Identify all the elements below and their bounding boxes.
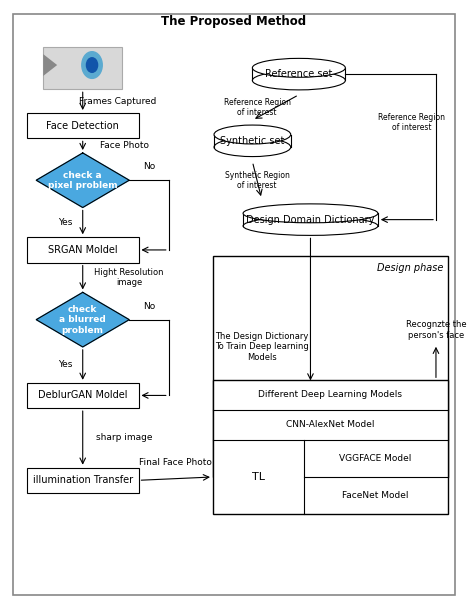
- Text: VGGFACE Model: VGGFACE Model: [339, 454, 412, 463]
- Ellipse shape: [252, 71, 346, 90]
- Ellipse shape: [243, 204, 378, 223]
- FancyBboxPatch shape: [13, 13, 455, 596]
- Polygon shape: [36, 292, 129, 347]
- Text: The Design Dictionary
To Train Deep learning
Models: The Design Dictionary To Train Deep lear…: [215, 332, 309, 362]
- Text: Hight Resolution
image: Hight Resolution image: [94, 268, 164, 287]
- Text: Design phase: Design phase: [377, 263, 444, 273]
- Text: Face Photo: Face Photo: [100, 141, 149, 150]
- Ellipse shape: [252, 58, 346, 77]
- Text: The Proposed Method: The Proposed Method: [161, 15, 306, 28]
- Text: TL: TL: [252, 472, 264, 482]
- Text: CNN-AlexNet Model: CNN-AlexNet Model: [286, 420, 374, 429]
- Text: No: No: [143, 163, 155, 171]
- Polygon shape: [243, 213, 378, 226]
- Text: illumination Transfer: illumination Transfer: [33, 475, 133, 485]
- Text: Frames Captured: Frames Captured: [79, 97, 156, 105]
- Text: Final Face Photo: Final Face Photo: [139, 457, 212, 466]
- Text: Face Detection: Face Detection: [46, 121, 119, 131]
- Text: Reference Region
of interest: Reference Region of interest: [378, 113, 445, 132]
- Text: Reference Region
of interest: Reference Region of interest: [224, 98, 291, 117]
- FancyBboxPatch shape: [27, 382, 138, 408]
- Text: Yes: Yes: [58, 218, 72, 227]
- Text: Synthetic set: Synthetic set: [220, 136, 284, 146]
- Text: sharp image: sharp image: [96, 434, 153, 442]
- Text: FaceNet Model: FaceNet Model: [342, 491, 409, 500]
- Polygon shape: [252, 68, 346, 80]
- Polygon shape: [43, 54, 57, 76]
- Text: DeblurGAN Moldel: DeblurGAN Moldel: [38, 390, 128, 401]
- Text: Synthetic Region
of interest: Synthetic Region of interest: [225, 171, 290, 190]
- FancyBboxPatch shape: [43, 47, 122, 90]
- FancyBboxPatch shape: [27, 113, 138, 138]
- FancyBboxPatch shape: [213, 380, 447, 513]
- Text: No: No: [143, 302, 155, 311]
- Ellipse shape: [243, 216, 378, 236]
- Polygon shape: [214, 135, 291, 147]
- Circle shape: [82, 52, 102, 79]
- Text: check a
pixel problem: check a pixel problem: [48, 171, 118, 190]
- Ellipse shape: [214, 138, 291, 157]
- FancyBboxPatch shape: [27, 238, 138, 262]
- Text: Design Domain Dictionary: Design Domain Dictionary: [246, 214, 374, 225]
- FancyBboxPatch shape: [27, 468, 138, 493]
- Text: Reference set: Reference set: [265, 69, 333, 79]
- Ellipse shape: [214, 125, 291, 144]
- Text: Different Deep Learning Models: Different Deep Learning Models: [258, 390, 402, 400]
- FancyBboxPatch shape: [213, 256, 447, 477]
- Text: Yes: Yes: [58, 361, 72, 369]
- Text: Recognzte the
person's face: Recognzte the person's face: [406, 320, 466, 340]
- Circle shape: [86, 58, 98, 72]
- Text: check
a blurred
problem: check a blurred problem: [59, 304, 106, 334]
- Polygon shape: [36, 153, 129, 208]
- Text: SRGAN Moldel: SRGAN Moldel: [48, 245, 118, 255]
